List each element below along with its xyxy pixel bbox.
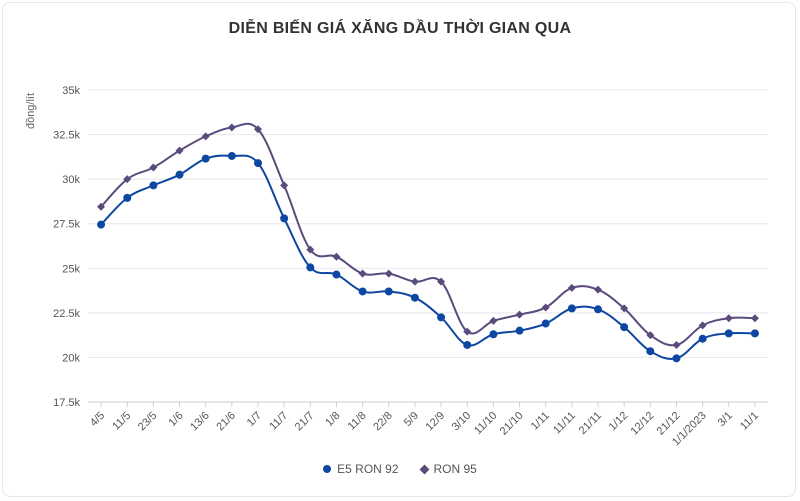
data-point-ron95 — [541, 303, 550, 312]
data-point-e5-ron92 — [175, 170, 184, 179]
x-tick-label: 11/8 — [346, 410, 369, 433]
data-point-e5-ron92 — [97, 220, 106, 229]
data-point-ron95 — [254, 125, 262, 134]
data-point-e5-ron92 — [594, 305, 602, 314]
data-point-ron95 — [646, 331, 655, 340]
chart-legend: E5 RON 92 RON 95 — [0, 462, 800, 476]
data-point-ron95 — [149, 163, 158, 172]
data-point-e5-ron92 — [306, 263, 315, 272]
x-tick-label: 1/8 — [323, 410, 342, 429]
data-point-e5-ron92 — [672, 354, 681, 363]
y-tick-label: 32.5k — [53, 130, 80, 142]
x-tick-label: 11/5 — [110, 410, 133, 433]
data-point-e5-ron92 — [698, 334, 707, 343]
x-tick-label: 1/6 — [166, 410, 185, 429]
legend-label-e5-ron92: E5 RON 92 — [337, 462, 399, 476]
x-tick-label: 11/10 — [472, 410, 499, 437]
x-tick-label: 12/9 — [424, 410, 448, 434]
chart-title: DIỄN BIẾN GIÁ XĂNG DẦU THỜI GIAN QUA — [228, 20, 572, 37]
x-tick-label: 1/12 — [607, 410, 631, 434]
data-point-ron95 — [306, 245, 315, 254]
data-point-e5-ron92 — [750, 329, 759, 338]
data-point-ron95 — [724, 314, 733, 323]
data-point-e5-ron92 — [437, 313, 446, 322]
y-tick-label: 27.5k — [53, 219, 80, 231]
data-point-ron95 — [750, 314, 759, 323]
legend-item-e5-ron92[interactable]: E5 RON 92 — [323, 462, 399, 476]
x-tick-label: 23/5 — [136, 410, 160, 434]
x-tick-label: 1/7 — [245, 410, 264, 429]
data-point-ron95 — [698, 321, 707, 330]
x-tick-label: 11/1 — [738, 410, 761, 433]
data-point-ron95 — [672, 340, 681, 349]
data-point-e5-ron92 — [515, 326, 524, 335]
data-point-e5-ron92 — [149, 181, 158, 190]
data-point-ron95 — [123, 175, 132, 184]
y-axis-label: đồng/lít — [25, 93, 37, 129]
data-point-ron95 — [515, 310, 524, 319]
legend-diamond-marker — [419, 464, 429, 474]
data-point-e5-ron92 — [384, 287, 393, 296]
series-line-e5-ron92 — [100, 154, 755, 360]
legend-label-ron95: RON 95 — [433, 462, 477, 476]
data-point-ron95 — [201, 132, 210, 141]
y-tick-label: 35k — [62, 85, 80, 97]
legend-item-ron95[interactable]: RON 95 — [419, 462, 477, 476]
y-tick-label: 30k — [62, 174, 80, 186]
x-tick-label: 21/6 — [214, 410, 238, 434]
x-tick-label: 4/5 — [88, 410, 107, 429]
data-point-e5-ron92 — [201, 154, 210, 163]
x-tick-label: 12/12 — [628, 410, 656, 438]
data-point-e5-ron92 — [620, 323, 629, 332]
x-tick-label: 21/10 — [498, 410, 526, 438]
x-tick-label: 11/11 — [551, 410, 578, 437]
data-point-ron95 — [410, 277, 419, 286]
legend-circle-marker — [323, 465, 332, 473]
data-point-e5-ron92 — [123, 193, 132, 202]
x-tick-label: 13/6 — [188, 410, 212, 434]
x-tick-label: 1/11 — [529, 410, 552, 433]
data-point-e5-ron92 — [646, 347, 655, 356]
data-point-e5-ron92 — [254, 159, 262, 168]
data-point-ron95 — [280, 181, 289, 190]
data-point-e5-ron92 — [463, 340, 472, 349]
data-point-ron95 — [463, 327, 472, 336]
data-point-e5-ron92 — [280, 214, 289, 223]
data-point-e5-ron92 — [724, 329, 733, 338]
x-tick-label: 3/1 — [716, 410, 735, 429]
data-point-e5-ron92 — [567, 304, 576, 313]
data-point-ron95 — [384, 269, 393, 278]
data-point-ron95 — [175, 146, 184, 155]
x-tick-label: 21/7 — [293, 410, 317, 434]
data-point-e5-ron92 — [410, 293, 419, 302]
data-point-e5-ron92 — [332, 270, 341, 279]
y-tick-label: 20k — [62, 352, 80, 364]
data-point-ron95 — [358, 269, 367, 278]
x-tick-label: 5/9 — [402, 410, 421, 429]
data-point-e5-ron92 — [358, 287, 367, 296]
data-point-ron95 — [489, 316, 498, 325]
data-point-ron95 — [97, 202, 106, 211]
data-point-e5-ron92 — [541, 319, 550, 328]
x-tick-label: 11/7 — [267, 410, 290, 433]
data-point-ron95 — [227, 123, 236, 132]
data-point-ron95 — [620, 304, 629, 313]
data-point-e5-ron92 — [489, 330, 498, 339]
series-line-ron95 — [100, 122, 755, 347]
data-point-ron95 — [332, 252, 341, 261]
data-point-ron95 — [594, 285, 602, 294]
y-tick-label: 25k — [62, 263, 80, 275]
x-tick-label: 3/10 — [450, 410, 474, 434]
data-point-e5-ron92 — [227, 151, 236, 160]
y-tick-label: 22.5k — [53, 308, 80, 320]
x-tick-label: 21/11 — [577, 410, 604, 437]
data-point-ron95 — [437, 277, 446, 286]
y-tick-label: 17.5k — [53, 397, 80, 409]
data-point-ron95 — [567, 283, 576, 292]
x-tick-label: 22/8 — [371, 410, 395, 434]
